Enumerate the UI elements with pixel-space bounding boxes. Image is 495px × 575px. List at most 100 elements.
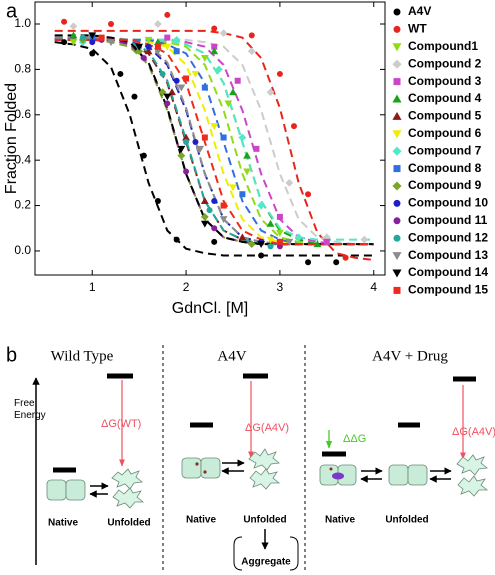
data-point <box>276 238 283 245</box>
data-point <box>183 75 190 82</box>
data-point <box>69 39 78 47</box>
energy-label-box: Free Energy <box>14 398 46 421</box>
data-point <box>88 32 97 40</box>
data-point <box>61 39 68 46</box>
data-point <box>313 240 322 248</box>
legend-marker <box>393 25 401 33</box>
legend-label: Compound 6 <box>408 126 482 140</box>
data-point <box>200 213 209 221</box>
legend-marker <box>392 111 402 120</box>
data-point <box>158 88 167 96</box>
data-point <box>211 198 218 205</box>
legend-label: WT <box>408 22 427 36</box>
legend-marker <box>392 181 402 191</box>
fit-curve <box>54 41 374 257</box>
data-point <box>196 145 205 153</box>
x-tick-label: 1 <box>89 280 96 294</box>
state-label: Native <box>48 518 78 529</box>
data-point <box>206 207 213 214</box>
data-point <box>305 259 312 266</box>
data-point <box>219 29 228 37</box>
data-point <box>107 39 115 47</box>
data-point <box>266 236 275 244</box>
data-point <box>276 243 283 250</box>
data-point <box>211 25 218 32</box>
data-point <box>247 47 256 56</box>
data-point <box>257 201 266 210</box>
data-point <box>248 32 255 39</box>
data-point <box>266 88 275 96</box>
data-point <box>192 139 199 146</box>
panel-label: b <box>6 344 17 366</box>
legend-marker <box>392 146 402 156</box>
data-point <box>173 48 180 55</box>
y-tick-label: 0.0 <box>14 243 31 257</box>
legend-marker <box>393 199 401 207</box>
data-point <box>285 178 294 187</box>
data-point <box>323 238 330 245</box>
delta-label: ΔG(A4V) <box>245 422 289 434</box>
data-point <box>201 84 208 91</box>
data-point <box>172 35 181 44</box>
data-point <box>200 197 209 205</box>
data-point <box>183 168 190 175</box>
legend-marker <box>393 217 401 225</box>
panel-title: Wild Type <box>51 348 114 364</box>
native-protein-drug <box>319 464 357 486</box>
panel-title: A4V <box>217 348 246 364</box>
data-point <box>229 184 237 192</box>
data-point <box>69 31 78 39</box>
fit-curve <box>54 38 374 241</box>
legend-marker <box>392 43 402 52</box>
legend-label: A4V <box>408 4 431 18</box>
data-point <box>140 55 147 62</box>
data-point <box>224 100 233 108</box>
data-point <box>276 229 284 237</box>
state-label: Unfolded <box>107 518 150 529</box>
legend-marker <box>392 130 402 139</box>
fit-curve <box>54 38 374 246</box>
legend-label: Compound 3 <box>408 74 482 88</box>
data-point <box>79 34 86 41</box>
data-point <box>276 70 283 77</box>
data-point <box>210 123 219 131</box>
data-point <box>191 70 200 78</box>
data-point <box>173 236 180 243</box>
legend-label: Compound 15 <box>408 283 488 297</box>
data-point <box>61 18 68 25</box>
unfolded-protein <box>456 454 488 476</box>
legend-label: Compound 8 <box>408 161 482 175</box>
data-point <box>159 70 166 77</box>
data-point <box>220 134 227 141</box>
legend-label: Compound 5 <box>408 109 482 123</box>
delta-label: ΔG(A4V) <box>452 426 495 438</box>
data-point <box>253 145 260 152</box>
legend-label: Compound 7 <box>408 143 482 157</box>
data-point <box>200 220 209 228</box>
state-label: Unfolded <box>243 515 286 526</box>
data-point <box>163 43 172 51</box>
data-point <box>177 151 186 160</box>
y-tick-label: 0.6 <box>14 107 31 121</box>
legend-marker <box>392 94 402 103</box>
data-point <box>210 47 219 55</box>
legend-label: Compound 9 <box>408 178 482 192</box>
y-tick-label: 1.0 <box>14 16 31 30</box>
data-point <box>215 65 223 74</box>
data-point <box>131 93 138 100</box>
data-point <box>360 235 369 244</box>
data-point <box>294 233 303 242</box>
data-point <box>322 233 331 242</box>
data-point <box>144 47 153 55</box>
energy-label: Free Energy <box>14 398 46 421</box>
unfolded-protein <box>248 448 280 471</box>
data-point <box>234 77 241 84</box>
data-point <box>177 145 186 153</box>
data-point <box>108 21 115 28</box>
plot-frame <box>34 1 386 276</box>
plot-area <box>54 11 374 266</box>
chart: 0.0 0.2 0.4 0.6 0.8 1.0 1 2 3 4 GdnCl. [M] Fraction… <box>3 1 488 317</box>
state-label: Native <box>186 515 216 526</box>
data-point <box>135 43 144 51</box>
unfolded-protein <box>457 475 489 497</box>
